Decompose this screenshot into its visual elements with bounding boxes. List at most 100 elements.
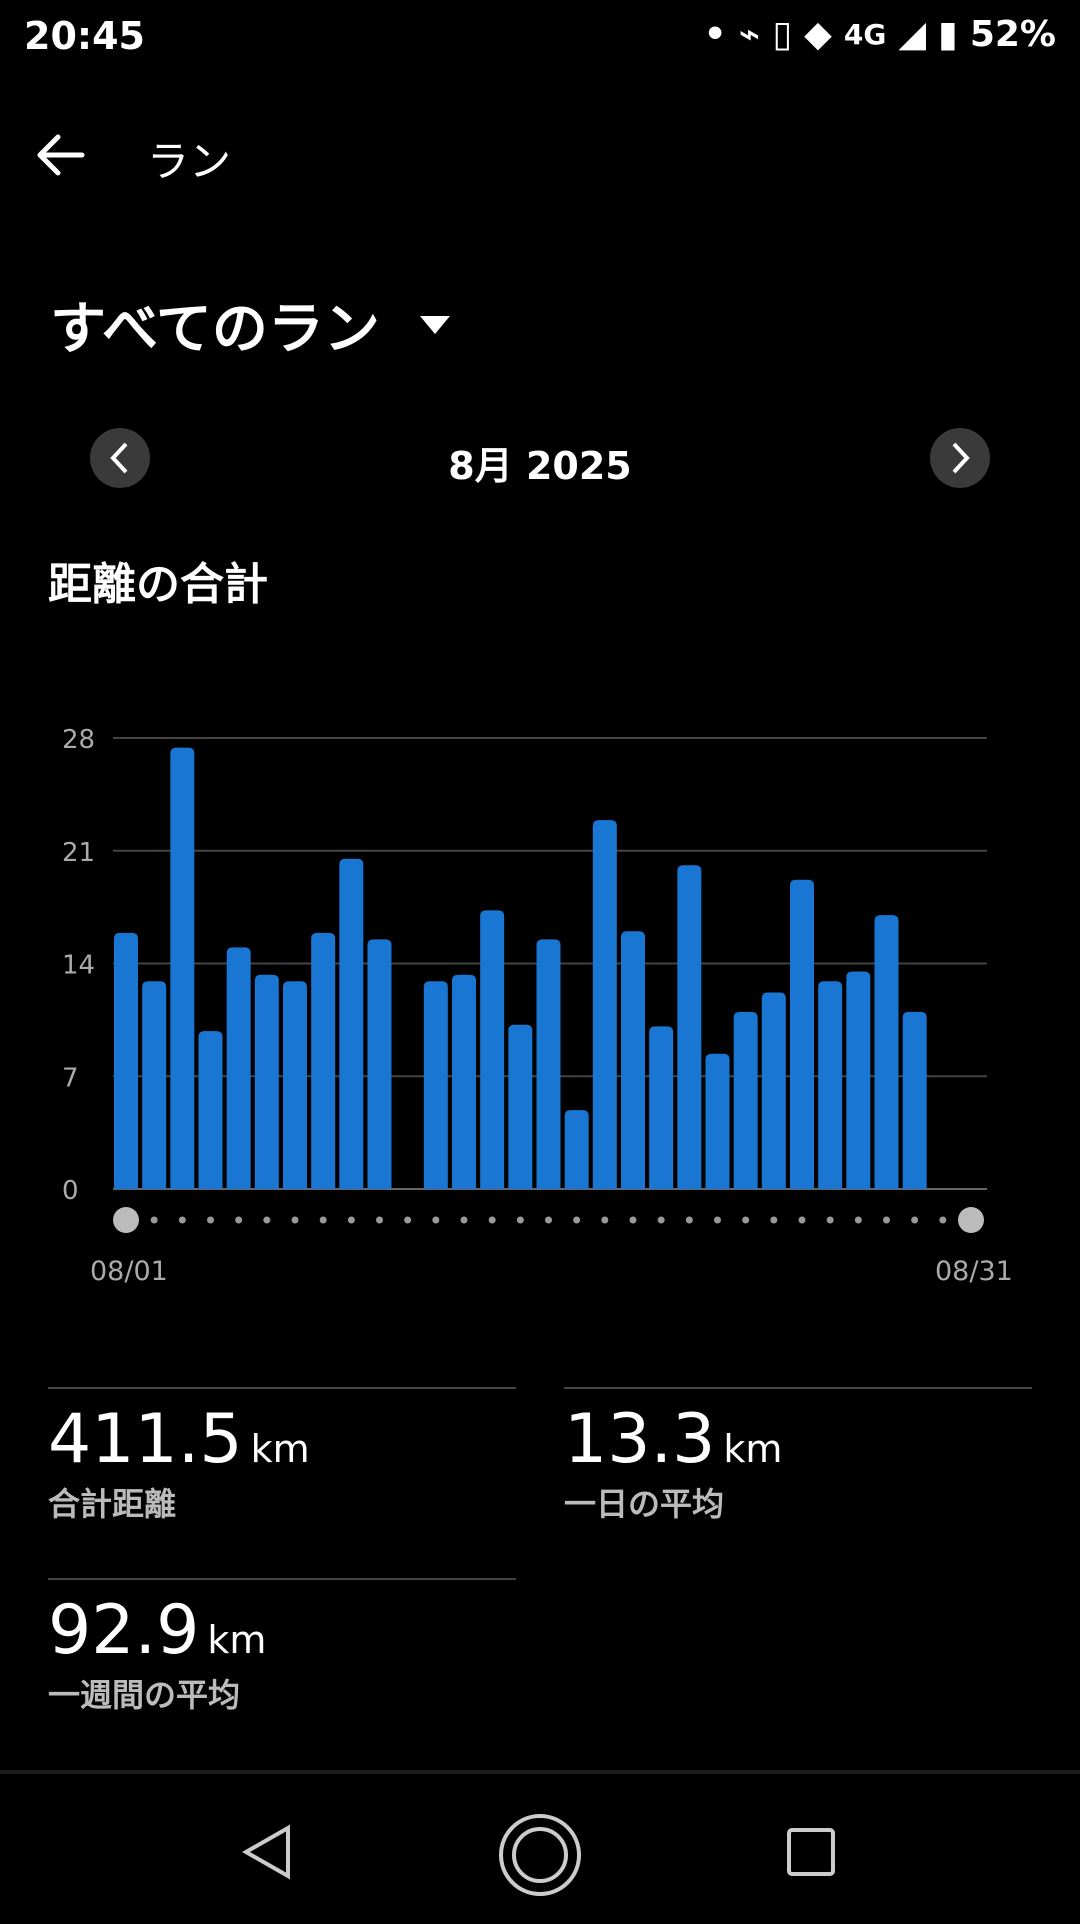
- day-dot: [207, 1216, 214, 1224]
- bar-08/10: [367, 939, 392, 1189]
- bar-08/27: [846, 971, 871, 1189]
- stat-weekly-average: 92.9 km 一週間の平均: [48, 1591, 266, 1716]
- day-dot: [770, 1216, 778, 1224]
- day-dot: [854, 1216, 862, 1224]
- bar-08/16: [536, 939, 561, 1189]
- home-circle-icon[interactable]: [497, 1812, 583, 1898]
- bar-08/26: [818, 981, 843, 1189]
- bar-08/20: [649, 1026, 674, 1189]
- day-dot: [545, 1216, 552, 1224]
- bar-08/18: [592, 820, 617, 1189]
- stat-daily-average: 13.3 km 一日の平均: [564, 1400, 782, 1525]
- x-tick-label-end: 08/31: [935, 1256, 1013, 1287]
- stat-label: 合計距離: [48, 1485, 177, 1523]
- period-label: 8月 2025: [448, 444, 632, 488]
- bar-08/09: [339, 858, 364, 1189]
- day-dot: [911, 1216, 919, 1224]
- battery-level: 52%: [969, 14, 1056, 55]
- bar-08/21: [677, 865, 702, 1189]
- wifi-icon: ◆: [804, 14, 832, 55]
- bar-08/01: [114, 932, 138, 1189]
- day-dot: [460, 1216, 468, 1224]
- range-handle: [113, 1207, 139, 1233]
- stat-value: 92.9: [48, 1591, 200, 1670]
- network-type: 4G: [843, 18, 887, 51]
- day-dot: [714, 1216, 721, 1224]
- bar-08/06: [254, 974, 279, 1189]
- recents-square-icon[interactable]: [785, 1826, 837, 1878]
- bar-08/28: [874, 915, 899, 1189]
- status-icons: • ⌁ ▯ ◆ 4G ◢ ▮ 52%: [704, 14, 1056, 55]
- y-tick-label: 7: [62, 1063, 79, 1093]
- notification-dot-icon: •: [703, 14, 727, 55]
- y-tick-label: 21: [62, 838, 95, 868]
- divider: [48, 1387, 516, 1389]
- previous-month-button[interactable]: [90, 428, 150, 488]
- y-tick-label: 0: [62, 1176, 79, 1206]
- stat-label: 一週間の平均: [48, 1676, 241, 1714]
- chevron-right-icon: [952, 442, 970, 474]
- day-dot: [798, 1216, 806, 1224]
- day-dot: [629, 1216, 637, 1224]
- back-arrow-icon[interactable]: [30, 130, 90, 180]
- nfc-icon: ⌁: [738, 14, 761, 55]
- bar-08/23: [733, 1011, 758, 1189]
- bar-08/12: [423, 981, 448, 1189]
- day-dot: [150, 1216, 158, 1224]
- day-dot: [742, 1216, 750, 1224]
- bar-08/05: [226, 947, 251, 1189]
- bar-08/08: [311, 932, 336, 1189]
- day-dot: [347, 1216, 355, 1224]
- bar-08/22: [705, 1053, 730, 1189]
- day-dot: [291, 1216, 299, 1224]
- bar-08/24: [761, 992, 786, 1189]
- vibrate-icon: ▯: [772, 14, 793, 55]
- stat-label: 一日の平均: [564, 1485, 725, 1523]
- stat-value: 411.5: [48, 1400, 243, 1479]
- filter-label: すべてのラン: [50, 297, 380, 362]
- bar-08/29: [902, 1011, 927, 1189]
- bar-08/15: [508, 1024, 533, 1189]
- divider: [48, 1578, 516, 1580]
- page-title: ラン: [147, 137, 232, 186]
- distance-bar-chart: 0 7 14 21 28 08/01 08/31: [62, 725, 1013, 1287]
- day-dot: [573, 1216, 581, 1224]
- stat-value: 13.3: [564, 1400, 716, 1479]
- bar-08/19: [621, 931, 645, 1189]
- range-handle: [958, 1207, 984, 1233]
- day-dot: [404, 1216, 412, 1224]
- day-dot: [516, 1216, 524, 1224]
- bar-08/17: [564, 1110, 589, 1189]
- stat-unit: km: [723, 1427, 783, 1471]
- signal-icon: ◢: [898, 14, 927, 55]
- back-triangle-icon[interactable]: [240, 1824, 296, 1880]
- day-dot: [319, 1216, 327, 1224]
- day-dot: [178, 1216, 186, 1224]
- day-dot: [826, 1216, 834, 1224]
- day-dot: [883, 1216, 890, 1224]
- bar-08/03: [170, 747, 195, 1189]
- day-dot: [263, 1216, 271, 1224]
- system-nav-bar: [0, 1770, 1080, 1924]
- day-dot: [939, 1216, 947, 1224]
- section-title: 距離の合計: [48, 559, 268, 610]
- bar-08/25: [790, 879, 814, 1189]
- day-dot: [488, 1216, 496, 1224]
- status-bar: 20:45 • ⌁ ▯ ◆ 4G ◢ ▮ 52%: [0, 0, 1080, 75]
- x-tick-label-start: 08/01: [90, 1256, 168, 1287]
- next-month-button[interactable]: [930, 428, 990, 488]
- bar-08/13: [452, 974, 476, 1189]
- bar-08/07: [283, 981, 307, 1189]
- stat-unit: km: [250, 1427, 310, 1471]
- bar-08/14: [480, 910, 505, 1189]
- day-dot: [432, 1216, 440, 1224]
- divider: [564, 1387, 1032, 1389]
- chevron-left-icon: [110, 442, 128, 474]
- stat-total-distance: 411.5 km 合計距離: [48, 1400, 310, 1525]
- y-tick-label: 28: [62, 725, 95, 755]
- stat-unit: km: [207, 1618, 267, 1662]
- bar-08/04: [198, 1031, 223, 1189]
- dropdown-arrow-icon: [419, 315, 450, 334]
- day-dot: [235, 1216, 243, 1224]
- run-filter-dropdown[interactable]: すべてのラン: [50, 284, 450, 365]
